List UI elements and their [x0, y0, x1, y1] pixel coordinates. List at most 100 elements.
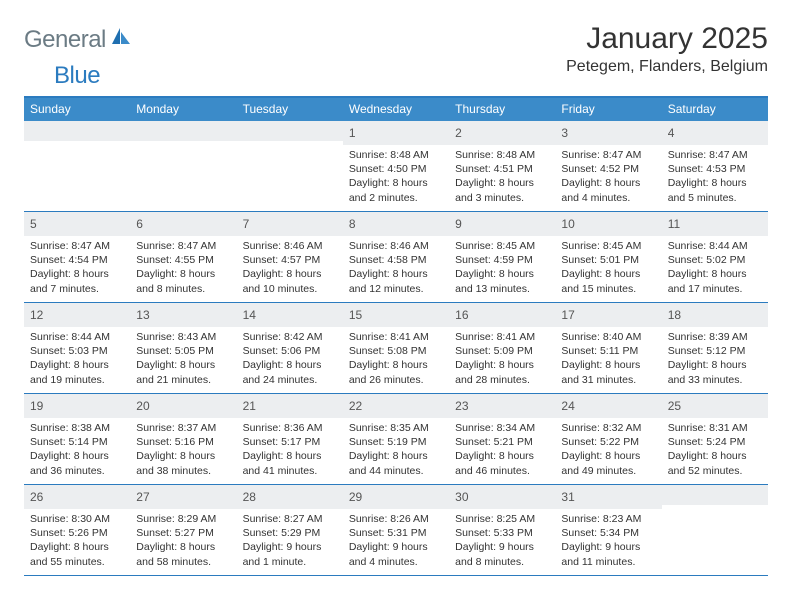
daynum-row: 21	[237, 394, 343, 418]
day-body: Sunrise: 8:44 AMSunset: 5:02 PMDaylight:…	[662, 236, 768, 302]
sunrise-line: Sunrise: 8:29 AM	[136, 512, 230, 526]
day-number: 26	[30, 490, 43, 504]
day-number: 1	[349, 126, 356, 140]
day-cell: 2Sunrise: 8:48 AMSunset: 4:51 PMDaylight…	[449, 121, 555, 211]
sunrise-line: Sunrise: 8:34 AM	[455, 421, 549, 435]
sunset-line: Sunset: 4:57 PM	[243, 253, 337, 267]
daynum-row: 2	[449, 121, 555, 145]
sunrise-line: Sunrise: 8:47 AM	[136, 239, 230, 253]
daynum-row: 3	[555, 121, 661, 145]
daynum-row: 23	[449, 394, 555, 418]
logo: General	[24, 26, 134, 54]
daylight-line: Daylight: 8 hours and 10 minutes.	[243, 267, 337, 295]
sunset-line: Sunset: 5:19 PM	[349, 435, 443, 449]
day-cell: 8Sunrise: 8:46 AMSunset: 4:58 PMDaylight…	[343, 212, 449, 302]
weeks-container: 1Sunrise: 8:48 AMSunset: 4:50 PMDaylight…	[24, 121, 768, 576]
day-cell: 20Sunrise: 8:37 AMSunset: 5:16 PMDayligh…	[130, 394, 236, 484]
day-cell: 25Sunrise: 8:31 AMSunset: 5:24 PMDayligh…	[662, 394, 768, 484]
day-body: Sunrise: 8:43 AMSunset: 5:05 PMDaylight:…	[130, 327, 236, 393]
dayname-row: SundayMondayTuesdayWednesdayThursdayFrid…	[24, 98, 768, 121]
day-number: 15	[349, 308, 362, 322]
week-row: 5Sunrise: 8:47 AMSunset: 4:54 PMDaylight…	[24, 212, 768, 303]
sunrise-line: Sunrise: 8:32 AM	[561, 421, 655, 435]
daylight-line: Daylight: 8 hours and 17 minutes.	[668, 267, 762, 295]
daylight-line: Daylight: 8 hours and 8 minutes.	[136, 267, 230, 295]
daylight-line: Daylight: 8 hours and 4 minutes.	[561, 176, 655, 204]
dayname: Sunday	[24, 98, 130, 121]
day-number: 7	[243, 217, 250, 231]
sunrise-line: Sunrise: 8:47 AM	[30, 239, 124, 253]
page-title: January 2025	[566, 22, 768, 56]
sunrise-line: Sunrise: 8:35 AM	[349, 421, 443, 435]
day-body: Sunrise: 8:47 AMSunset: 4:54 PMDaylight:…	[24, 236, 130, 302]
sunrise-line: Sunrise: 8:43 AM	[136, 330, 230, 344]
day-body: Sunrise: 8:47 AMSunset: 4:55 PMDaylight:…	[130, 236, 236, 302]
day-cell: 29Sunrise: 8:26 AMSunset: 5:31 PMDayligh…	[343, 485, 449, 575]
day-body: Sunrise: 8:27 AMSunset: 5:29 PMDaylight:…	[237, 509, 343, 575]
logo-text-general: General	[24, 26, 106, 54]
day-number: 11	[668, 217, 680, 231]
sunrise-line: Sunrise: 8:48 AM	[455, 148, 549, 162]
day-cell: 17Sunrise: 8:40 AMSunset: 5:11 PMDayligh…	[555, 303, 661, 393]
day-number: 9	[455, 217, 462, 231]
day-body: Sunrise: 8:23 AMSunset: 5:34 PMDaylight:…	[555, 509, 661, 575]
sunrise-line: Sunrise: 8:41 AM	[455, 330, 549, 344]
sunset-line: Sunset: 5:05 PM	[136, 344, 230, 358]
daylight-line: Daylight: 8 hours and 58 minutes.	[136, 540, 230, 568]
sunset-line: Sunset: 5:33 PM	[455, 526, 549, 540]
daynum-row: 8	[343, 212, 449, 236]
week-row: 1Sunrise: 8:48 AMSunset: 4:50 PMDaylight…	[24, 121, 768, 212]
daylight-line: Daylight: 8 hours and 38 minutes.	[136, 449, 230, 477]
day-body: Sunrise: 8:47 AMSunset: 4:53 PMDaylight:…	[662, 145, 768, 211]
dayname: Friday	[555, 98, 661, 121]
sunset-line: Sunset: 5:12 PM	[668, 344, 762, 358]
daynum-row: 14	[237, 303, 343, 327]
sunset-line: Sunset: 4:50 PM	[349, 162, 443, 176]
day-cell: 24Sunrise: 8:32 AMSunset: 5:22 PMDayligh…	[555, 394, 661, 484]
sunrise-line: Sunrise: 8:38 AM	[30, 421, 124, 435]
sunrise-line: Sunrise: 8:47 AM	[561, 148, 655, 162]
day-body	[24, 141, 130, 201]
day-cell: 9Sunrise: 8:45 AMSunset: 4:59 PMDaylight…	[449, 212, 555, 302]
daylight-line: Daylight: 8 hours and 12 minutes.	[349, 267, 443, 295]
day-number: 25	[668, 399, 681, 413]
sunset-line: Sunset: 4:52 PM	[561, 162, 655, 176]
sunrise-line: Sunrise: 8:39 AM	[668, 330, 762, 344]
sunset-line: Sunset: 4:54 PM	[30, 253, 124, 267]
daylight-line: Daylight: 8 hours and 55 minutes.	[30, 540, 124, 568]
daylight-line: Daylight: 8 hours and 28 minutes.	[455, 358, 549, 386]
day-number: 22	[349, 399, 362, 413]
sunset-line: Sunset: 5:21 PM	[455, 435, 549, 449]
day-body	[130, 141, 236, 201]
day-body	[662, 505, 768, 565]
daylight-line: Daylight: 8 hours and 13 minutes.	[455, 267, 549, 295]
sunrise-line: Sunrise: 8:36 AM	[243, 421, 337, 435]
daynum-row: 30	[449, 485, 555, 509]
day-cell: 22Sunrise: 8:35 AMSunset: 5:19 PMDayligh…	[343, 394, 449, 484]
day-body: Sunrise: 8:46 AMSunset: 4:57 PMDaylight:…	[237, 236, 343, 302]
day-number: 21	[243, 399, 256, 413]
day-number: 20	[136, 399, 149, 413]
sunset-line: Sunset: 5:22 PM	[561, 435, 655, 449]
sunset-line: Sunset: 5:29 PM	[243, 526, 337, 540]
daynum-row: 19	[24, 394, 130, 418]
sunrise-line: Sunrise: 8:30 AM	[30, 512, 124, 526]
day-cell: 16Sunrise: 8:41 AMSunset: 5:09 PMDayligh…	[449, 303, 555, 393]
day-number: 23	[455, 399, 468, 413]
sunrise-line: Sunrise: 8:42 AM	[243, 330, 337, 344]
day-cell: 18Sunrise: 8:39 AMSunset: 5:12 PMDayligh…	[662, 303, 768, 393]
day-body: Sunrise: 8:48 AMSunset: 4:50 PMDaylight:…	[343, 145, 449, 211]
daynum-row: 27	[130, 485, 236, 509]
day-body: Sunrise: 8:45 AMSunset: 5:01 PMDaylight:…	[555, 236, 661, 302]
daylight-line: Daylight: 8 hours and 24 minutes.	[243, 358, 337, 386]
week-row: 19Sunrise: 8:38 AMSunset: 5:14 PMDayligh…	[24, 394, 768, 485]
day-number: 10	[561, 217, 574, 231]
sunset-line: Sunset: 4:59 PM	[455, 253, 549, 267]
day-cell: 10 Sunrise: 8:45 AMSunset: 5:01 PMDayligh…	[555, 212, 661, 302]
sunset-line: Sunset: 5:17 PM	[243, 435, 337, 449]
sunset-line: Sunset: 5:03 PM	[30, 344, 124, 358]
day-cell: 7 Sunrise: 8:46 AMSunset: 4:57 PMDaylight…	[237, 212, 343, 302]
sunset-line: Sunset: 4:55 PM	[136, 253, 230, 267]
sunset-line: Sunset: 5:11 PM	[561, 344, 655, 358]
daylight-line: Daylight: 8 hours and 46 minutes.	[455, 449, 549, 477]
